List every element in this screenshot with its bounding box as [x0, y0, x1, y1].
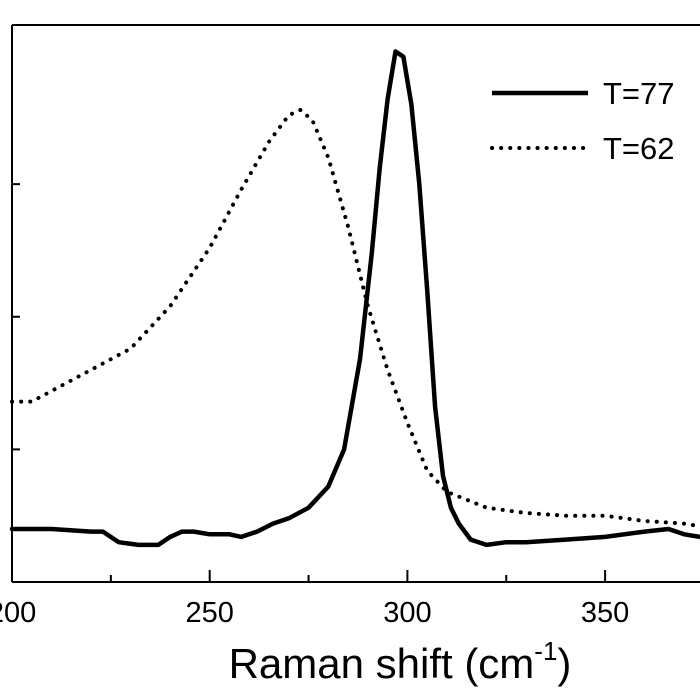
- x-axis-title: Raman shift (cm-1): [229, 636, 572, 687]
- x-axis-title-close: ): [557, 640, 571, 687]
- legend: T=77 T=62: [490, 76, 675, 166]
- legend-label-1: T=77: [603, 76, 675, 111]
- x-tick-label: 350: [581, 597, 629, 629]
- x-axis-title-superscript: -1: [534, 636, 557, 666]
- series-line-2: [10, 107, 700, 529]
- series-layer: [9, 49, 700, 548]
- plot-axes: 200 250 300 350: [0, 24, 700, 629]
- legend-label-2: T=62: [603, 131, 675, 166]
- series-line-1: [9, 49, 700, 548]
- x-tick-label: 250: [186, 597, 234, 629]
- x-axis-title-main: Raman shift (cm: [229, 640, 535, 687]
- x-tick-label: 300: [383, 597, 431, 629]
- x-tick-label: 200: [0, 597, 36, 629]
